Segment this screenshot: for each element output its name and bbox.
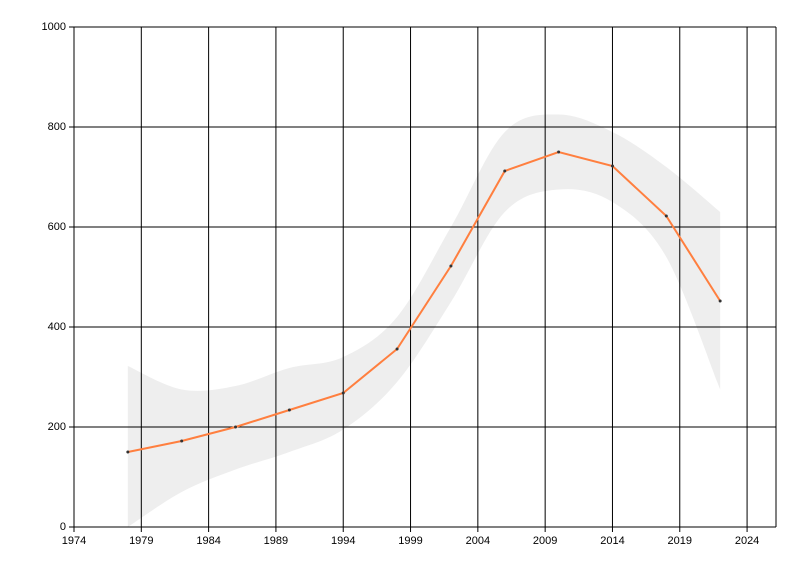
point <box>610 164 614 168</box>
point <box>341 391 345 395</box>
y-tick-label: 400 <box>48 321 66 333</box>
point <box>718 299 722 303</box>
x-tick-label: 1999 <box>398 535 422 547</box>
point <box>557 150 561 154</box>
x-tick-label: 2024 <box>735 535 759 547</box>
point <box>287 408 291 412</box>
x-tick-label: 2009 <box>533 535 557 547</box>
y-tick-label: 600 <box>48 221 66 233</box>
point <box>503 169 507 173</box>
x-tick-label: 1989 <box>264 535 288 547</box>
x-tick-label: 1994 <box>331 535 355 547</box>
x-tick-label: 1974 <box>62 535 86 547</box>
confidence-band <box>127 114 721 527</box>
x-tick-label: 2019 <box>668 535 692 547</box>
x-tick-label: 1984 <box>196 535 220 547</box>
y-tick-label: 800 <box>48 121 66 133</box>
point <box>395 347 399 351</box>
point <box>449 264 453 268</box>
point <box>126 450 130 454</box>
line <box>127 150 721 453</box>
x-tick-label: 1979 <box>129 535 153 547</box>
point <box>664 214 668 218</box>
x-tick-label: 2004 <box>466 535 490 547</box>
point <box>180 439 184 443</box>
y-tick-label: 0 <box>60 521 66 533</box>
y-tick-label: 200 <box>48 421 66 433</box>
point <box>234 425 238 429</box>
y-tick-label: 1000 <box>42 21 66 33</box>
x-tick-label: 2014 <box>600 535 624 547</box>
